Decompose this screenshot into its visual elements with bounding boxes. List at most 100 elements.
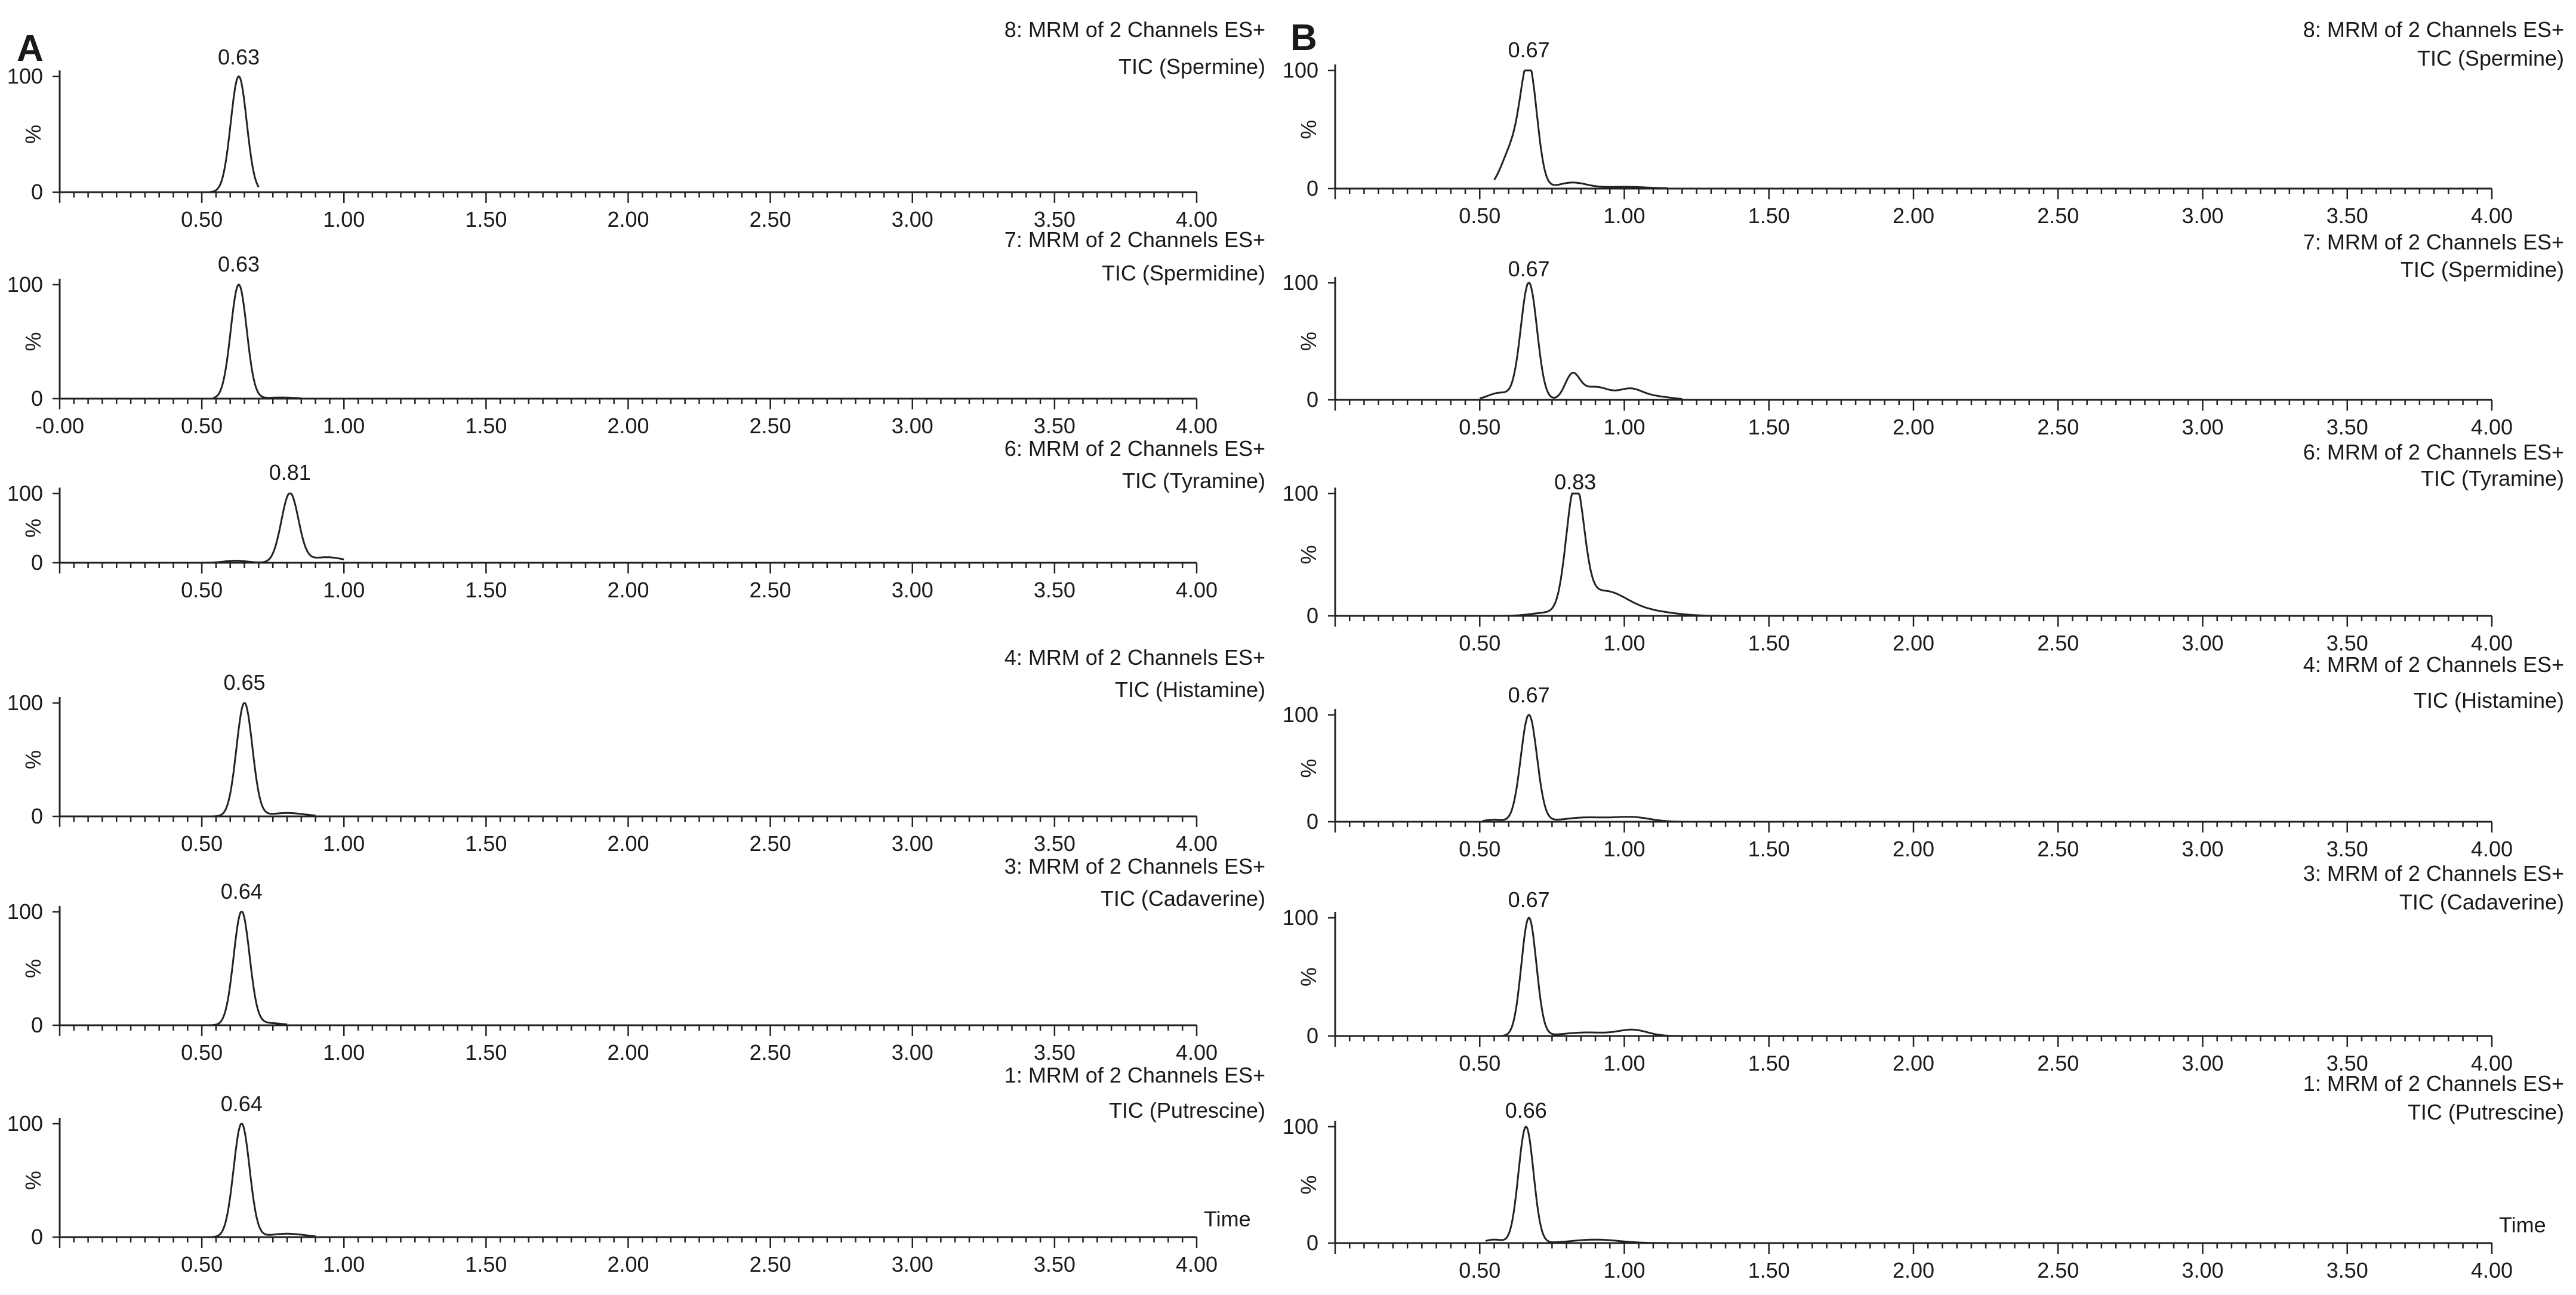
- x-tick-label: 3.00: [2181, 415, 2223, 439]
- x-tick-label: 2.50: [2037, 1051, 2079, 1075]
- y-tick-label-0: 0: [1307, 1023, 1318, 1048]
- chromatogram-b-spermine: 100 0% 0.50 1.00 1.50 2.00 2.50 3.00 3.50 4.00 8: …: [1283, 17, 2564, 228]
- x-tick-label: 1.00: [323, 1252, 365, 1276]
- x-tick-label: 4.00: [1176, 414, 1218, 438]
- chromatogram-a-putrescine: 100 0% 0.50 1.00 1.50 2.00 2.50 3.00 3.50 4.00 Tim…: [7, 1063, 1265, 1276]
- x-tick-label: 4.00: [2471, 1258, 2513, 1282]
- x-tick-label: 1.50: [1748, 1258, 1790, 1282]
- x-tick-label: 3.50: [1034, 207, 1076, 232]
- x-tick-label: 3.00: [892, 578, 933, 602]
- x-tick-label: 4.00: [2471, 1051, 2513, 1075]
- x-tick-label: 4.00: [2471, 204, 2513, 228]
- x-tick-label: 3.00: [2181, 837, 2223, 861]
- x-tick-label: 1.50: [465, 831, 507, 856]
- x-tick-label: 3.00: [2181, 1258, 2223, 1282]
- y-axis-label: %: [1296, 1175, 1321, 1194]
- x-tick-label: 0.50: [1459, 415, 1500, 439]
- y-axis-label: %: [21, 959, 45, 978]
- trace-subtitle: TIC (Histamine): [1115, 677, 1265, 702]
- trace-subtitle: TIC (Histamine): [2414, 688, 2564, 713]
- x-tick-label: 3.50: [2327, 204, 2368, 228]
- y-tick-label-0: 0: [31, 180, 43, 204]
- x-tick-label: 4.00: [2471, 631, 2513, 655]
- x-tick-label: 2.50: [2037, 204, 2079, 228]
- x-tick-label: 1.00: [1603, 204, 1645, 228]
- x-tick-label: 4.00: [1176, 578, 1218, 602]
- x-tick-label: 4.00: [1176, 207, 1218, 232]
- x-tick-label: 3.00: [2181, 204, 2223, 228]
- trace-title: 7: MRM of 2 Channels ES+: [2303, 230, 2564, 254]
- x-tick-label: 2.50: [750, 578, 791, 602]
- trace-title: 3: MRM of 2 Channels ES+: [2303, 861, 2564, 886]
- chromatogram-trace: [1482, 714, 1683, 823]
- peak-retention-label: 0.63: [218, 45, 260, 69]
- trace-title: 6: MRM of 2 Channels ES+: [2303, 440, 2564, 464]
- x-tick-label: 1.50: [1748, 837, 1790, 861]
- x-tick-label: 2.50: [750, 414, 791, 438]
- chromatogram-a-spermine: 100 0% 0.50 1.00 1.50 2.00 2.50 3.00 3.50 4.00 8: …: [7, 17, 1265, 232]
- x-tick-label: 4.00: [2471, 837, 2513, 861]
- peak-retention-label: 0.67: [1508, 38, 1550, 62]
- chromatogram-trace: [1479, 282, 1683, 400]
- x-tick-label: 2.50: [750, 1252, 791, 1276]
- y-tick-label-0: 0: [31, 1013, 43, 1037]
- x-tick-label: 2.00: [1893, 415, 1934, 439]
- y-tick-label-0: 0: [1307, 809, 1318, 834]
- x-tick-label: 2.00: [1893, 1258, 1934, 1282]
- chromatogram-a-cadaverine: 100 0% 0.50 1.00 1.50 2.00 2.50 3.00 3.50 4.00 3: …: [7, 854, 1265, 1065]
- y-tick-label-100: 100: [1283, 905, 1318, 930]
- x-tick-label: 2.50: [2037, 415, 2079, 439]
- chromatogram-trace: [201, 492, 344, 564]
- x-tick-label: 3.50: [1034, 1040, 1076, 1065]
- x-tick-label: 2.00: [1893, 204, 1934, 228]
- chromatogram-trace: [1493, 69, 1668, 189]
- x-tick-label: 3.50: [2327, 1258, 2368, 1282]
- trace-title: 7: MRM of 2 Channels ES+: [1004, 227, 1265, 252]
- x-tick-label: 0.50: [1459, 1051, 1500, 1075]
- x-tick-label: 4.00: [1176, 1252, 1218, 1276]
- trace-subtitle: TIC (Cadaverine): [2399, 890, 2564, 914]
- y-tick-label-0: 0: [31, 804, 43, 828]
- x-tick-label: 1.00: [323, 1040, 365, 1065]
- y-axis-label: %: [21, 332, 45, 351]
- x-tick-label: 3.00: [892, 207, 933, 232]
- peak-retention-label: 0.66: [1505, 1098, 1547, 1123]
- x-tick-label: 1.00: [323, 831, 365, 856]
- chromatogram-trace: [209, 75, 260, 193]
- x-tick-label: 2.50: [750, 1040, 791, 1065]
- chromatogram-trace: [1480, 492, 1769, 617]
- x-tick-label: 1.00: [1603, 631, 1645, 655]
- x-tick-label: 3.00: [892, 831, 933, 856]
- chromatogram-a-spermidine: 100 0% -0.00 0.50 1.00 1.50 2.00 2.50 3.00 3.50 4.…: [7, 227, 1265, 438]
- peak-retention-label: 0.63: [218, 252, 260, 276]
- trace-title: 1: MRM of 2 Channels ES+: [2303, 1071, 2564, 1096]
- chromatogram-trace: [1485, 1126, 1668, 1244]
- x-tick-label: 2.00: [1893, 631, 1934, 655]
- trace-subtitle: TIC (Putrescine): [2408, 1100, 2564, 1124]
- x-tick-label: 0.50: [181, 414, 223, 438]
- x-tick-label: 0.50: [1459, 204, 1500, 228]
- trace-title: 1: MRM of 2 Channels ES+: [1004, 1063, 1265, 1087]
- y-tick-label-100: 100: [7, 899, 43, 924]
- x-tick-label: 1.50: [1748, 204, 1790, 228]
- y-axis-label: %: [1296, 545, 1321, 564]
- x-tick-label: 1.00: [1603, 1051, 1645, 1075]
- x-tick-label: 0.50: [1459, 631, 1500, 655]
- x-tick-label: 1.50: [1748, 415, 1790, 439]
- x-tick-label: 2.50: [2037, 1258, 2079, 1282]
- y-tick-label-0: 0: [31, 1225, 43, 1249]
- peak-retention-label: 0.83: [1554, 470, 1596, 494]
- x-tick-label: 3.50: [2327, 837, 2368, 861]
- x-tick-label: 1.50: [1748, 1051, 1790, 1075]
- x-tick-label: 3.00: [892, 414, 933, 438]
- x-tick-label: 2.00: [607, 1040, 649, 1065]
- x-tick-label: 2.50: [2037, 631, 2079, 655]
- chromatogram-trace: [204, 911, 288, 1026]
- x-axis-label: Time: [1204, 1207, 1251, 1231]
- x-tick-label: 3.50: [1034, 414, 1076, 438]
- trace-subtitle: TIC (Spermine): [1118, 54, 1265, 79]
- chromatogram-plots: 100 0% 0.50 1.00 1.50 2.00 2.50 3.00 3.50 4.00 8: …: [7, 17, 2564, 1282]
- x-tick-label: 1.00: [323, 414, 365, 438]
- x-tick-label: 2.50: [750, 207, 791, 232]
- x-tick-label: 2.50: [2037, 837, 2079, 861]
